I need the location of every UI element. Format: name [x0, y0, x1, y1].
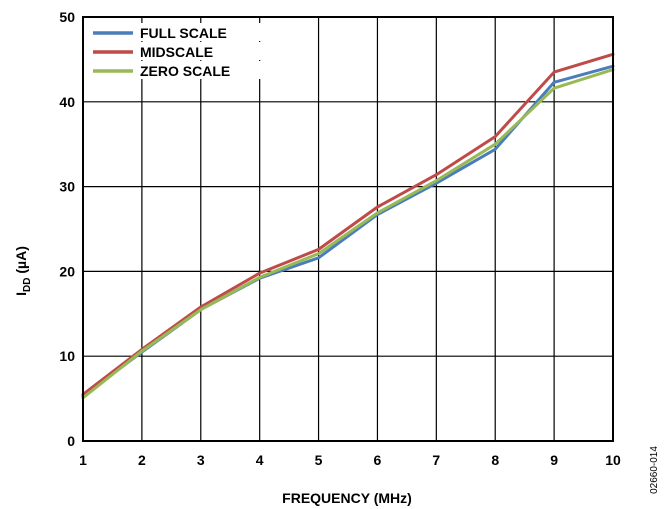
legend-bg-zero-scale — [89, 61, 261, 79]
figure-id: 02660-014 — [649, 446, 660, 494]
y-tick-label-4: 40 — [59, 94, 75, 110]
y-tick-label-2: 20 — [59, 263, 75, 279]
y-tick-label-1: 10 — [59, 348, 75, 364]
legend-label-zero-scale: ZERO SCALE — [140, 63, 230, 79]
series-line-zero-scale — [81, 68, 615, 400]
x-tick-label-3: 4 — [256, 452, 264, 468]
x-tick-label-6: 7 — [432, 452, 440, 468]
x-tick-label-1: 2 — [138, 452, 146, 468]
y-axis-title-sub: DD — [22, 278, 33, 292]
y-tick-label-5: 50 — [59, 9, 75, 25]
legend-label-midscale: MIDSCALE — [140, 44, 213, 60]
x-tick-label-0: 1 — [79, 452, 87, 468]
series-line-full-scale — [81, 64, 615, 398]
x-tick-label-7: 8 — [491, 452, 499, 468]
x-tick-label-2: 3 — [197, 452, 205, 468]
series-line-midscale — [81, 52, 615, 396]
legend: FULL SCALE MIDSCALE ZERO SCALE — [89, 23, 261, 79]
x-tick-label-9: 10 — [605, 452, 621, 468]
y-axis-title-unit: (µA) — [13, 246, 29, 277]
x-axis-title: FREQUENCY (MHz) — [282, 490, 412, 506]
plot-frame — [82, 16, 614, 442]
x-tick-label-4: 5 — [315, 452, 323, 468]
x-tick-label-8: 9 — [550, 452, 558, 468]
series-lines — [81, 52, 615, 400]
y-axis-title: IDD (µA) — [13, 246, 33, 296]
y-tick-label-0: 0 — [67, 433, 75, 449]
x-tick-label-5: 6 — [374, 452, 382, 468]
y-tick-label-3: 30 — [59, 179, 75, 195]
legend-bg-midscale — [89, 42, 261, 60]
y-axis-title-main: I — [13, 292, 29, 296]
legend-bg-full-scale — [89, 23, 261, 41]
legend-label-full-scale: FULL SCALE — [140, 25, 227, 41]
tick-labels: 1 2 3 4 5 6 7 8 9 10 0 10 20 30 40 50 — [59, 9, 621, 468]
